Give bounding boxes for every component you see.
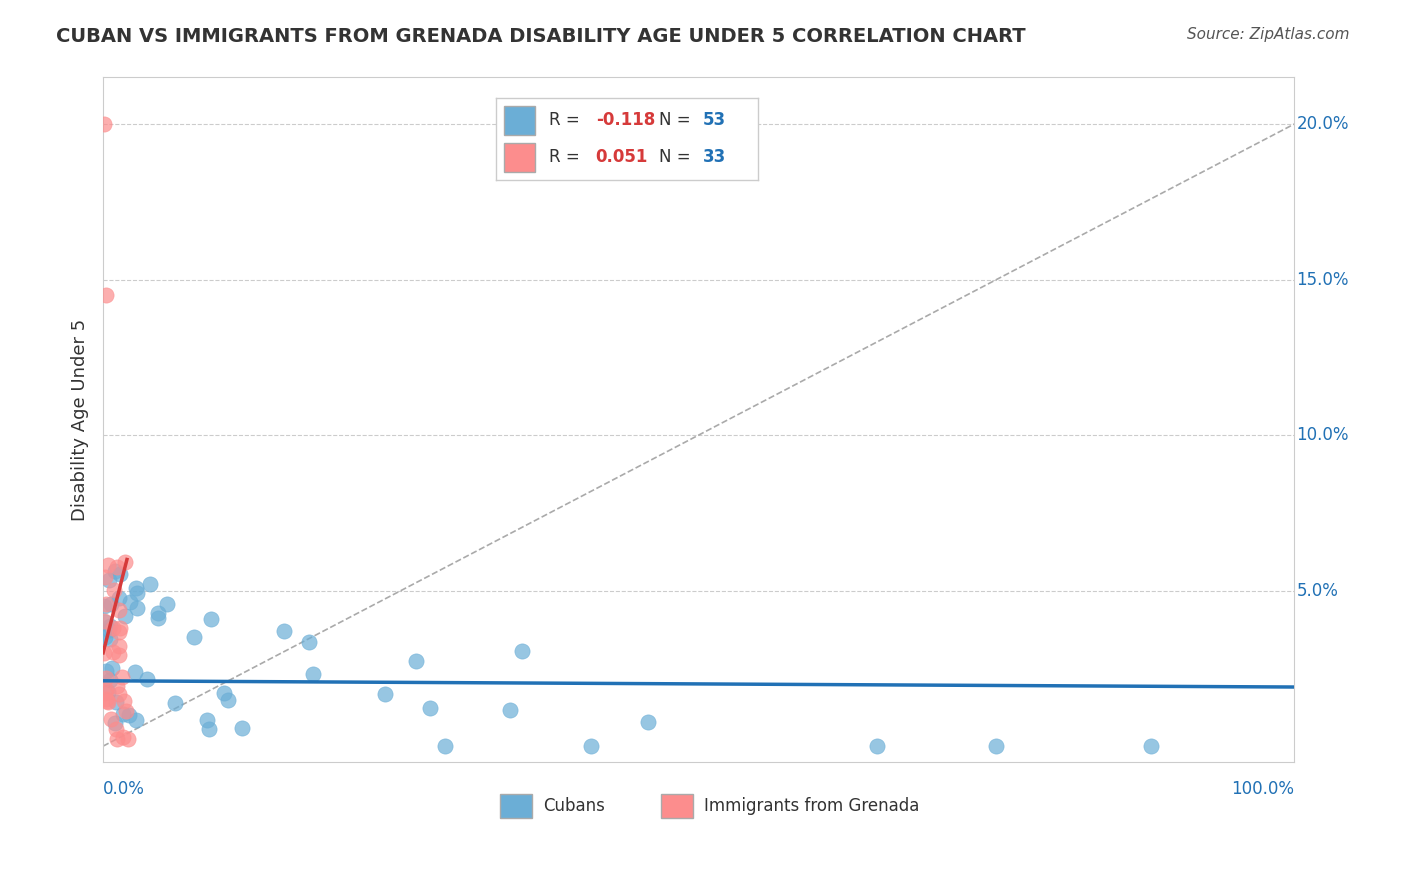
Point [94,686,117,700]
Point [100,712,122,726]
Point [510,644,533,658]
Point [96,694,118,708]
Point [94,692,117,706]
Point [114,608,136,623]
Point [1140,739,1163,753]
Point [114,555,136,569]
Point [163,696,186,710]
Text: 20.0%: 20.0% [1296,115,1348,133]
Point [637,714,659,729]
Point [419,700,441,714]
Point [94,288,117,302]
Point [98,673,121,687]
Point [105,559,128,574]
Point [94,597,117,611]
Point [94,664,117,678]
Point [136,672,159,686]
Point [115,704,138,718]
Point [183,631,205,645]
Point [146,610,169,624]
Point [100,661,122,675]
Point [499,703,522,717]
Point [111,730,134,744]
Point [108,621,131,635]
Point [117,732,139,747]
Point [98,573,121,587]
Point [94,615,117,629]
Point [273,624,295,638]
Point [104,564,127,578]
Y-axis label: Disability Age Under 5: Disability Age Under 5 [72,318,89,521]
Text: Source: ZipAtlas.com: Source: ZipAtlas.com [1187,27,1350,42]
Point [105,695,128,709]
Point [405,654,427,668]
Point [97,695,120,709]
Point [98,619,121,633]
Point [105,731,128,746]
Point [125,586,148,600]
Point [108,625,131,640]
Point [112,694,135,708]
Point [108,567,131,582]
Point [231,721,253,735]
Point [101,621,124,635]
Text: CUBAN VS IMMIGRANTS FROM GRENADA DISABILITY AGE UNDER 5 CORRELATION CHART: CUBAN VS IMMIGRANTS FROM GRENADA DISABIL… [56,27,1026,45]
Point [100,597,122,611]
Point [139,576,162,591]
Point [107,687,129,701]
Point [195,713,218,727]
Point [103,583,125,598]
Point [111,671,134,685]
Point [217,693,239,707]
Point [104,716,127,731]
Point [866,739,889,753]
Point [118,595,141,609]
Point [104,723,127,737]
Text: 100.0%: 100.0% [1232,780,1294,798]
Point [124,665,146,679]
Point [125,600,148,615]
Point [93,614,115,628]
Point [101,645,124,659]
Point [581,739,603,753]
Point [125,581,148,595]
Point [98,624,121,638]
Point [200,612,222,626]
Point [108,591,131,605]
Point [108,648,131,662]
Point [212,686,235,700]
Point [146,606,169,620]
Point [108,603,131,617]
Point [302,667,325,681]
Point [97,558,120,572]
Point [94,569,117,583]
Point [107,639,129,653]
Point [93,646,115,660]
Text: 5.0%: 5.0% [1296,582,1339,599]
Text: 10.0%: 10.0% [1296,426,1348,444]
Point [433,739,456,753]
Point [198,723,221,737]
Text: 0.0%: 0.0% [103,780,145,798]
Point [96,683,118,698]
Point [107,679,129,693]
Text: 15.0%: 15.0% [1296,270,1348,289]
Point [94,630,117,644]
Point [298,634,321,648]
Point [156,597,179,611]
Point [374,687,396,701]
Point [986,739,1008,753]
Point [118,707,141,722]
Point [98,632,121,646]
Point [97,685,120,699]
Point [112,706,135,721]
Point [93,599,115,614]
Point [93,117,115,131]
Point [125,714,148,728]
Point [94,671,117,685]
